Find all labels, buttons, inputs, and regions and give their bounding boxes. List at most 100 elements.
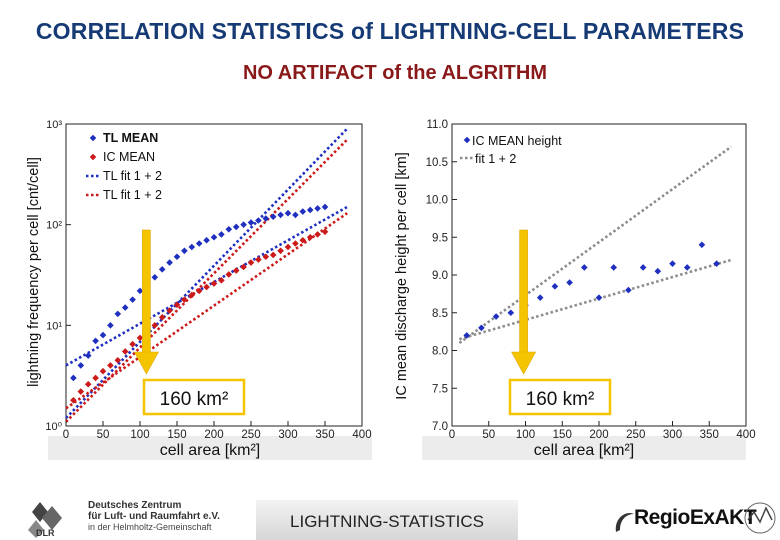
left-data-point: [306, 206, 314, 214]
left-data-point: [284, 243, 292, 251]
right-data-point: [492, 313, 500, 320]
left-data-point: [306, 233, 314, 241]
left-legend-label: TL fit 1 + 2: [103, 188, 162, 202]
right-fit-line: [458, 258, 732, 341]
left-data-point: [173, 253, 181, 261]
left-data-point: [218, 277, 225, 284]
right-ytick-label: 9.5: [432, 232, 448, 244]
left-data-point: [77, 388, 85, 395]
left-data-point: [188, 243, 196, 251]
right-data-point: [536, 294, 544, 301]
left-xtick-label: 300: [278, 429, 297, 441]
left-data-point: [129, 296, 136, 303]
left-ytick-label: 10⁰: [45, 421, 62, 433]
right-data-point: [654, 267, 662, 275]
left-data-point: [232, 267, 240, 274]
left-data-point: [173, 301, 181, 309]
left-data-point: [203, 283, 210, 291]
left-xtick-label: 150: [167, 429, 186, 441]
right-xtick-label: 350: [700, 429, 719, 441]
right-data-point: [683, 264, 691, 271]
left-xtick-label: 100: [130, 429, 149, 441]
right-xtick-label: 50: [482, 429, 495, 441]
left-data-point: [70, 374, 77, 382]
left-fit-line: [65, 127, 349, 419]
footer-label: LIGHTNING-STATISTICS: [290, 512, 484, 531]
dlr-logo: DLR: [28, 502, 62, 538]
footer-banner: LIGHTNING-STATISTICS: [256, 500, 518, 540]
left-data-point: [70, 397, 77, 404]
left-data-point: [121, 304, 129, 311]
left-y-axis-label: lightning frequency per cell [cnt/cell]: [26, 157, 42, 387]
left-data-point: [166, 259, 173, 266]
left-data-point: [277, 247, 284, 255]
right-xtick-label: 250: [626, 429, 645, 441]
left-data-point: [107, 322, 114, 329]
left-data-point: [240, 263, 247, 271]
left-data-point: [195, 287, 203, 295]
left-annotation-label: 160 km²: [160, 389, 229, 410]
left-data-point: [151, 322, 159, 329]
left-data-point: [136, 287, 144, 295]
left-data-point: [166, 307, 173, 314]
right-ytick-label: 8.0: [432, 346, 448, 358]
left-data-point: [292, 240, 299, 247]
right-ytick-label: 10.0: [426, 195, 448, 207]
left-data-point: [314, 231, 321, 238]
left-data-point: [195, 240, 203, 247]
right-data-point: [507, 309, 515, 317]
left-data-point: [158, 314, 166, 321]
right-data-point: [610, 264, 617, 271]
left-data-point: [225, 271, 233, 278]
left-data-point: [255, 217, 262, 224]
left-annotation-box: [142, 378, 246, 416]
right-xtick-label: 0: [449, 429, 455, 441]
left-data-point: [255, 256, 262, 263]
left-legend-marker: [89, 153, 97, 161]
right-ytick-label: 11.0: [426, 119, 448, 131]
left-data-point: [99, 367, 107, 375]
left-data-point: [151, 274, 159, 281]
left-xtick-label: 0: [63, 429, 69, 441]
regio-logo-text: RegioExAKT: [634, 506, 757, 529]
left-xtick-label: 250: [241, 429, 260, 441]
left-data-point: [84, 380, 92, 388]
left-data-point: [269, 213, 277, 220]
left-data-point: [269, 251, 277, 259]
right-data-point: [669, 260, 676, 267]
dlr-line1: Deutsches Zentrum: [88, 500, 182, 511]
left-data-point: [240, 221, 247, 228]
regio-emblem-icon: [744, 502, 776, 534]
right-chart: IC mean discharge height per cell [km] 7…: [394, 119, 756, 460]
dlr-text: Deutsches Zentrum für Luft- und Raumfahr…: [88, 500, 220, 533]
right-data-point: [581, 264, 588, 271]
left-legend-label: IC MEAN: [103, 150, 155, 164]
right-xtick-label: 100: [516, 429, 535, 441]
right-data-point: [713, 260, 720, 267]
left-data-point: [114, 356, 122, 364]
left-data-point: [77, 362, 85, 369]
right-xlabel-box: [422, 436, 746, 460]
right-x-axis-label: cell area [km²]: [534, 442, 634, 459]
right-xtick-label: 300: [663, 429, 682, 441]
left-data-point: [99, 331, 107, 339]
left-arrow-head: [133, 351, 159, 375]
left-xtick-label: 200: [204, 429, 223, 441]
left-arrow-shaft: [142, 229, 151, 356]
left-data-point: [321, 203, 329, 211]
left-chart: lightning frequency per cell [cnt/cell] …: [26, 119, 372, 460]
left-data-point: [247, 219, 255, 226]
dlr-mark: DLR: [36, 528, 55, 538]
right-arrow-shaft: [519, 229, 528, 356]
left-data-point: [92, 374, 99, 382]
right-xtick-label: 150: [553, 429, 572, 441]
right-ytick-label: 7.5: [432, 383, 448, 395]
left-data-point: [188, 291, 196, 299]
left-data-point: [225, 225, 233, 233]
left-data-point: [299, 236, 307, 244]
right-ytick-label: 9.0: [432, 270, 448, 282]
left-data-point: [277, 211, 284, 219]
left-data-point: [299, 208, 307, 215]
left-xtick-label: 400: [352, 429, 371, 441]
left-data-point: [92, 337, 99, 345]
